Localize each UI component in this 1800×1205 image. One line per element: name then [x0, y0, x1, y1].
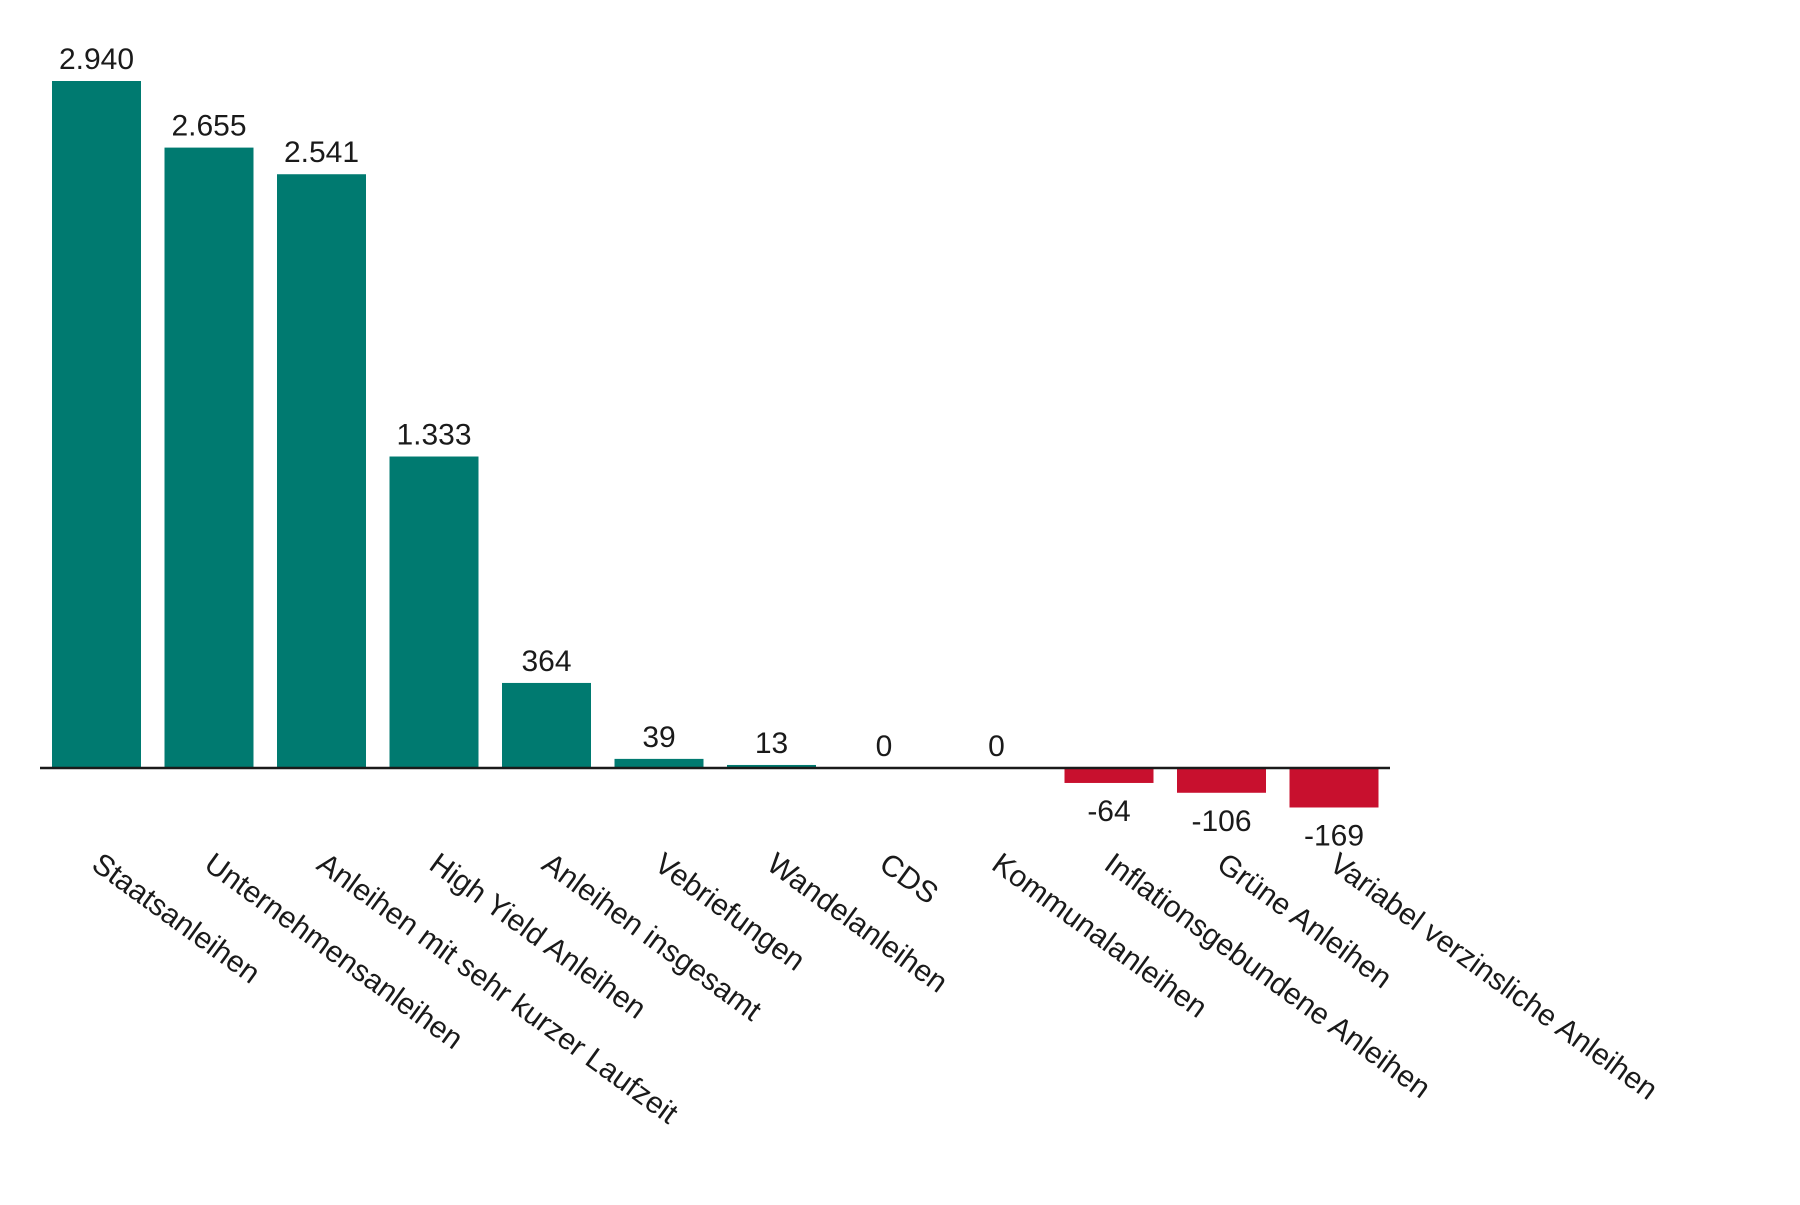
bar-value-label: 2.940	[59, 43, 134, 76]
bar	[1289, 768, 1379, 808]
bar	[502, 682, 591, 768]
bar-value-label: 2.541	[284, 136, 359, 169]
bar-value-label: -106	[1191, 805, 1251, 838]
bar-value-label: -169	[1304, 819, 1364, 852]
bar-value-label: 2.655	[171, 110, 246, 143]
bar-value-label: 13	[755, 727, 788, 760]
category-labels-group: StaatsanleihenUnternehmensanleihenAnleih…	[86, 847, 1664, 1131]
bar	[277, 174, 366, 768]
bar	[1177, 768, 1266, 793]
bar	[727, 764, 816, 768]
bar-value-label: 0	[876, 730, 893, 763]
bar-value-label: 39	[642, 721, 675, 754]
bar	[52, 81, 141, 768]
bar	[614, 758, 704, 768]
bar-value-label: 1.333	[396, 419, 471, 452]
bar-value-label: 0	[988, 730, 1005, 763]
value-labels-group: 2.940 2.655 2.541 1.333 364 39 13 0 0 -64 -106 -169	[59, 43, 1364, 852]
bar-value-label: 364	[521, 645, 571, 678]
bar-value-label: -64	[1087, 795, 1130, 828]
category-label: CDS	[873, 847, 944, 911]
bar	[164, 147, 254, 769]
bar	[389, 456, 479, 768]
bars-group	[52, 81, 1379, 808]
bar	[1064, 768, 1154, 783]
